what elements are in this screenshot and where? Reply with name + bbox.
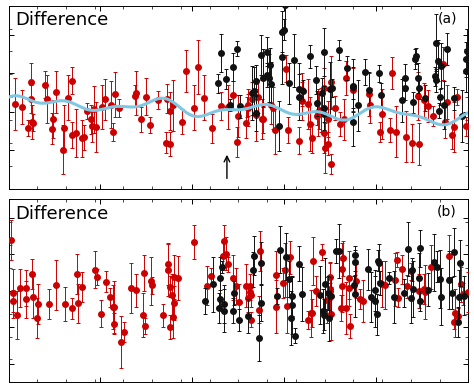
Text: Difference: Difference bbox=[16, 205, 109, 223]
Text: (a): (a) bbox=[438, 11, 457, 25]
Text: (b): (b) bbox=[437, 205, 457, 219]
Text: Difference: Difference bbox=[16, 11, 109, 29]
